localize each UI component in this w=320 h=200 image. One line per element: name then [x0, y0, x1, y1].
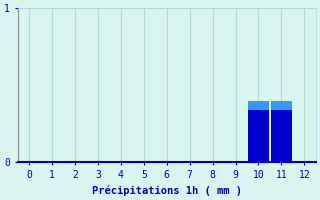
Bar: [271, 101, 292, 162]
Bar: [248, 101, 269, 162]
X-axis label: Précipitations 1h ( mm ): Précipitations 1h ( mm ): [92, 185, 242, 196]
Bar: [271, 101, 292, 110]
Bar: [248, 101, 269, 110]
